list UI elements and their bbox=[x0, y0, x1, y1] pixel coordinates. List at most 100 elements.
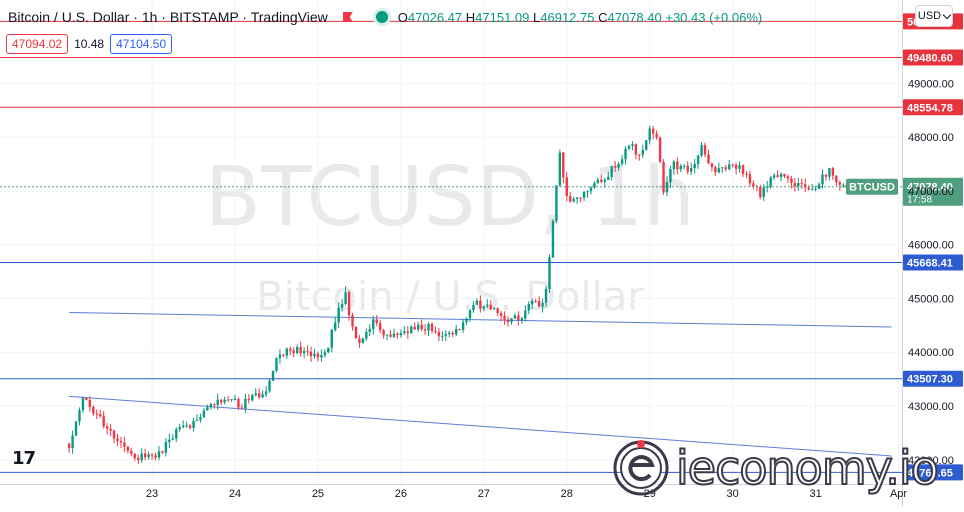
candle-body bbox=[717, 168, 721, 173]
level-label-box bbox=[903, 49, 963, 66]
candle-body bbox=[271, 370, 275, 381]
open-value: 47026.47 bbox=[407, 9, 463, 25]
candle-body bbox=[558, 152, 562, 186]
candle-body bbox=[430, 323, 434, 331]
sell-price-button[interactable]: 47094.02 bbox=[6, 34, 69, 54]
candles bbox=[67, 125, 852, 465]
x-tick-label: 25 bbox=[312, 488, 324, 500]
flag-icon[interactable] bbox=[342, 11, 354, 23]
candle-body bbox=[247, 398, 251, 401]
candle-body bbox=[340, 303, 344, 308]
candle-body bbox=[389, 334, 392, 337]
candle-body bbox=[458, 329, 461, 331]
level-label: 48554.78 bbox=[907, 102, 953, 114]
candle-body bbox=[748, 174, 752, 184]
candle-body bbox=[264, 391, 268, 395]
grid bbox=[0, 0, 902, 484]
candle-body bbox=[147, 454, 150, 458]
candle-body bbox=[344, 292, 347, 304]
candle-body bbox=[213, 404, 216, 406]
candle-body bbox=[804, 184, 807, 188]
candle-body bbox=[503, 315, 506, 320]
x-tick-label: Apr bbox=[890, 488, 907, 500]
candle-body bbox=[793, 183, 797, 187]
candle-body bbox=[582, 191, 586, 198]
candle-body bbox=[313, 353, 316, 357]
candle-body bbox=[251, 394, 254, 401]
candle-body bbox=[330, 329, 333, 348]
candle-body bbox=[527, 304, 530, 311]
candle-body bbox=[181, 425, 185, 428]
currency-selector[interactable]: USD bbox=[915, 5, 953, 27]
candle-body bbox=[275, 357, 278, 371]
candle-body bbox=[506, 319, 510, 323]
candle-body bbox=[354, 326, 358, 339]
candle-body bbox=[423, 329, 427, 331]
candle-body bbox=[81, 398, 85, 411]
candle-body bbox=[347, 292, 351, 316]
candle-body bbox=[613, 166, 617, 168]
candle-body bbox=[520, 318, 524, 320]
candle-body bbox=[679, 165, 683, 170]
y-tick-label: 49000.00 bbox=[908, 78, 954, 90]
last-price-label: 47078.40 bbox=[907, 182, 953, 194]
candle-body bbox=[517, 315, 520, 320]
candle-body bbox=[731, 164, 734, 166]
candle-body bbox=[223, 399, 226, 403]
symbol-tag: BTCUSD bbox=[849, 182, 895, 194]
candle-body bbox=[800, 183, 803, 185]
trend-line bbox=[69, 311, 892, 328]
candle-body bbox=[772, 175, 776, 178]
candle-body bbox=[817, 184, 821, 189]
candle-body bbox=[334, 322, 337, 330]
ohlc-values: O47026.47 H47151.09 L46912.75 C47078.40 … bbox=[398, 10, 762, 25]
candle-body bbox=[150, 454, 154, 456]
candle-body bbox=[461, 322, 465, 330]
candle-body bbox=[192, 420, 195, 428]
candle-body bbox=[572, 198, 575, 202]
candle-body bbox=[337, 307, 340, 323]
candle-body bbox=[385, 334, 389, 336]
candle-body bbox=[555, 185, 558, 221]
candle-body bbox=[85, 398, 88, 400]
currency-label: USD bbox=[917, 10, 942, 22]
candle-body bbox=[600, 179, 603, 182]
candle-body bbox=[202, 410, 206, 418]
candle-body bbox=[651, 128, 655, 134]
candle-body bbox=[492, 308, 496, 310]
candle-body bbox=[289, 348, 292, 351]
candle-body bbox=[779, 173, 783, 177]
candle-body bbox=[669, 169, 672, 183]
candle-body bbox=[209, 404, 213, 408]
candle-body bbox=[683, 165, 686, 167]
candle-body bbox=[762, 187, 765, 198]
candle-body bbox=[658, 137, 662, 162]
candle-body bbox=[382, 330, 385, 336]
candle-body bbox=[105, 426, 109, 429]
buy-price-button[interactable]: 47104.50 bbox=[110, 34, 173, 54]
candle-body bbox=[195, 420, 199, 422]
candle-body bbox=[693, 163, 696, 169]
candle-body bbox=[496, 308, 499, 314]
candle-body bbox=[468, 310, 472, 319]
candle-body bbox=[541, 302, 544, 307]
candle-body bbox=[821, 174, 824, 185]
candle-body bbox=[375, 319, 378, 324]
x-tick-label: 24 bbox=[229, 488, 241, 500]
trend-line bbox=[69, 395, 892, 457]
quote-panel: 47094.02 10.48 47104.50 bbox=[6, 34, 173, 54]
candle-body bbox=[420, 324, 423, 330]
candle-body bbox=[309, 351, 313, 357]
candle-body bbox=[624, 148, 627, 160]
candle-body bbox=[92, 406, 95, 414]
level-label: 45668.41 bbox=[907, 258, 953, 270]
trend-lines bbox=[69, 311, 892, 457]
close-label: C bbox=[598, 9, 608, 25]
last-price-box bbox=[903, 177, 963, 206]
candle-body bbox=[237, 398, 240, 408]
symbol-tag-box bbox=[846, 178, 898, 195]
candle-body bbox=[206, 407, 209, 411]
candle-body bbox=[71, 435, 74, 448]
